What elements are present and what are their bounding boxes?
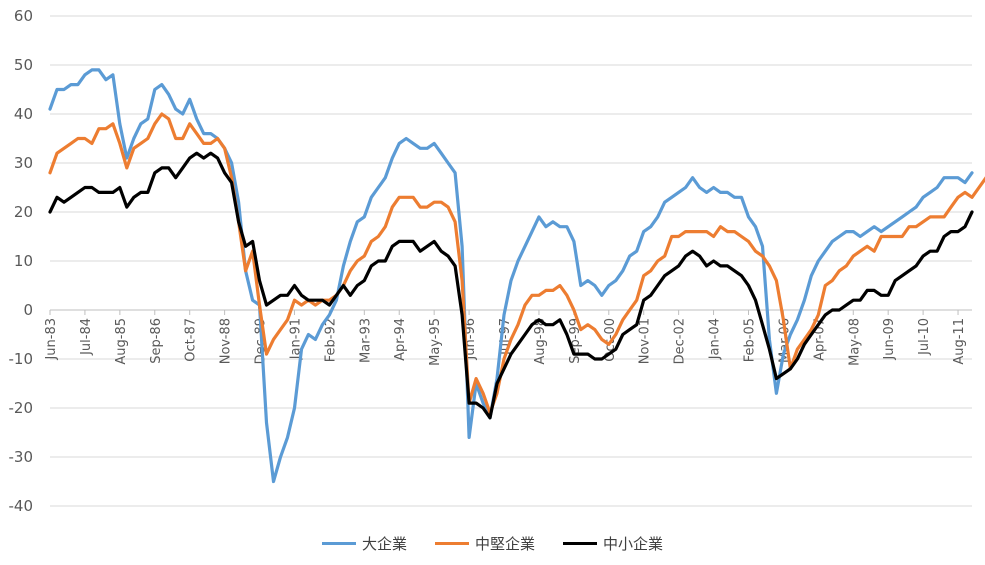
y-axis: -40 -30 -20 -10 0 10 20 30 40 50 60 [9,7,34,515]
x-tick-label: May-08 [847,318,862,366]
legend-label-large: 大企業 [361,535,407,553]
legend-item-mid: 中堅企業 [434,533,535,554]
y-tick-label: 30 [14,154,33,172]
x-tick-label: Feb-05 [742,318,757,362]
legend-swatch-mid [434,542,469,545]
y-tick-label: -40 [9,497,34,515]
x-tick-label: Nov-88 [219,318,234,364]
x-tick-label: Feb-92 [323,318,338,362]
x-tick-label: Jan-04 [708,318,723,360]
x-tick-label: Oct-87 [184,318,199,362]
x-tick-label: Jan-91 [288,318,303,360]
y-tick-label: 40 [14,105,33,123]
x-tick-label: Dec-02 [673,318,688,364]
x-tick-label: Nov-01 [638,318,653,364]
legend-label-small: 中小企業 [603,535,664,553]
y-tick-label: -20 [9,399,34,417]
legend-label-mid: 中堅企業 [474,535,535,553]
legend-item-small: 中小企業 [563,533,663,554]
legend-item-large: 大企業 [321,533,407,554]
x-tick-label: Sep-86 [149,318,164,364]
x-tick-label: May-95 [428,318,443,366]
y-tick-label: 50 [14,56,33,74]
gridlines [50,15,972,507]
y-tick-label: -30 [9,448,34,466]
y-tick-label: 10 [14,252,33,270]
y-tick-label: 0 [23,301,33,319]
x-tick-label: Aug-11 [952,318,967,365]
series-line-large [48,68,974,484]
series-lines [48,68,985,484]
y-tick-label: 20 [14,203,33,221]
x-axis: Jun-83 Jul-84 Aug-85 Sep-86 Oct-87 Nov-88 Dec-… [44,310,967,366]
legend-swatch-large [321,542,356,545]
x-tick-label: Jul-10 [917,318,932,356]
x-tick-label: Jun-09 [882,318,897,361]
series-line-mid [48,112,985,415]
x-tick-label: Jul-84 [79,318,94,356]
x-tick-label: Jun-83 [44,318,59,361]
y-tick-label: 60 [14,7,33,25]
series-line-small [48,151,974,420]
line-chart: -40 -30 -20 -10 0 10 20 30 40 50 60 Jun-83 Jul-84 Au… [9,7,985,515]
legend-swatch-small [563,542,597,545]
y-tick-label: -10 [9,350,34,368]
x-tick-label: Mar-93 [358,318,373,363]
x-tick-label: Apr-94 [393,318,408,361]
legend: 大企業 中堅企業 中小企業 [0,533,985,554]
x-tick-label: Aug-85 [114,318,129,365]
x-tick-label: Aug-98 [533,318,548,365]
